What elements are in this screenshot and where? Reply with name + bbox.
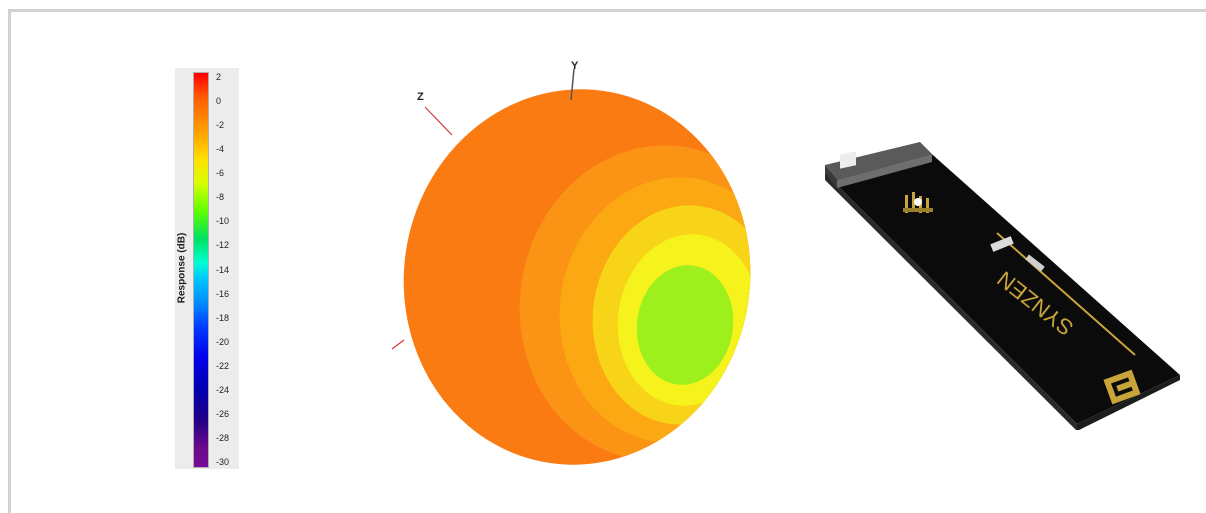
y-axis-label: Y [571,60,578,72]
antenna-board-image: SYNZEN [815,140,1185,430]
label-dot [914,198,922,206]
colorbar-tick-label: -22 [216,361,229,371]
colorbar-gradient [193,72,209,468]
colorbar-tick-label: -12 [216,240,229,250]
colorbar-tick-label: -4 [216,144,224,154]
colorbar-tick-label: -24 [216,385,229,395]
colorbar-tick-label: -8 [216,192,224,202]
colorbar-tick-label: -6 [216,168,224,178]
colorbar-tick-label: -20 [216,337,229,347]
colorbar-tick-label: -26 [216,409,229,419]
colorbar-tick-label: -30 [216,457,229,467]
colorbar-tick-label: -14 [216,265,229,275]
colorbar-tick-label: -10 [216,216,229,226]
x-axis-line [392,340,404,349]
colorbar-tick-label: -2 [216,120,224,130]
colorbar-tick-label: -18 [216,313,229,323]
radiation-pattern-3d [380,55,780,475]
colorbar-tick-label: -28 [216,433,229,443]
colorbar-tick-label: 2 [216,72,221,82]
colorbar-title: Response (dB) [177,233,188,304]
pattern-body [380,67,780,475]
z-axis-label: Z [417,91,424,103]
colorbar-tick-label: -16 [216,289,229,299]
colorbar-tick-label: 0 [216,96,221,106]
z-axis-line [425,107,452,135]
